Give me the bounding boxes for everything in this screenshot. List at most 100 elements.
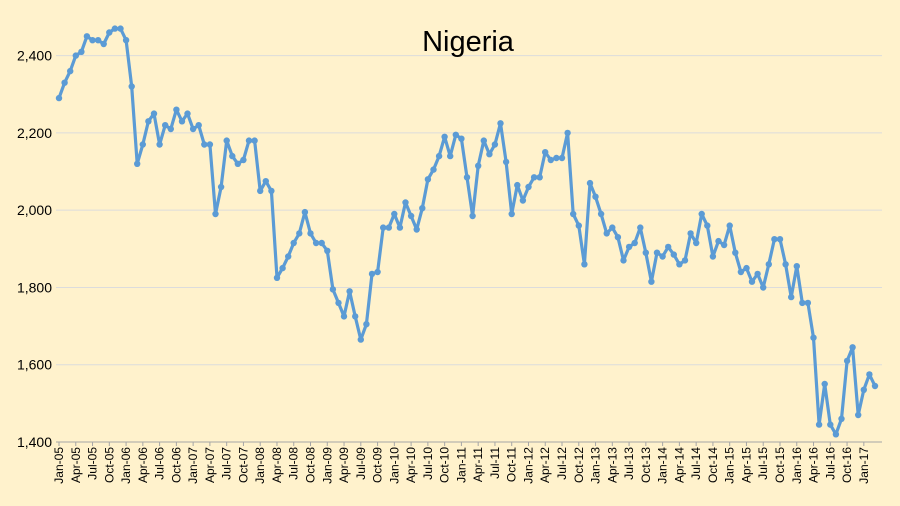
x-tick-label: Jan-12 (521, 447, 535, 484)
data-point (743, 264, 750, 272)
x-tick-label: Apr-10 (404, 447, 418, 483)
data-point (380, 224, 387, 231)
data-point (178, 118, 186, 125)
x-tick-label: Jan-15 (723, 447, 737, 484)
x-tick-label: Jul-05 (86, 447, 100, 480)
data-point (128, 83, 135, 90)
data-point (838, 415, 845, 422)
x-tick-label: Oct-14 (706, 447, 720, 483)
data-point (687, 230, 694, 237)
data-point (240, 156, 247, 164)
data-point (648, 278, 655, 285)
data-point (497, 120, 504, 127)
data-point (843, 357, 851, 365)
data-point (268, 187, 275, 195)
data-point (821, 380, 828, 388)
data-point (111, 25, 119, 32)
data-point (704, 222, 711, 229)
data-point (145, 118, 152, 125)
x-tick-label: Jul-10 (421, 447, 435, 480)
y-tick-label: 1,400 (17, 434, 52, 450)
x-tick-label: Jan-08 (253, 447, 267, 484)
data-point (167, 125, 174, 133)
data-point (810, 334, 817, 341)
data-point (508, 210, 515, 218)
data-point (681, 257, 689, 264)
x-tick-label: Jul-06 (153, 447, 167, 480)
data-point (491, 141, 499, 148)
data-point (815, 421, 823, 428)
series-line (57, 27, 877, 436)
data-point (173, 106, 180, 113)
data-point (150, 110, 158, 117)
data-point (625, 243, 633, 251)
data-point (61, 79, 68, 86)
data-point (391, 210, 398, 218)
x-tick-label: Oct-07 (236, 447, 250, 483)
data-point (502, 158, 510, 166)
x-tick-label: Jul-15 (756, 447, 770, 480)
data-point (754, 270, 761, 278)
data-point (184, 110, 191, 117)
x-tick-label: Jul-11 (488, 447, 502, 479)
data-point (318, 239, 325, 247)
data-point (771, 236, 778, 243)
data-point (748, 278, 756, 285)
chart-title: Nigeria (422, 26, 515, 58)
gridlines (56, 55, 882, 366)
x-tick-label: Apr-09 (337, 447, 351, 483)
data-point (435, 152, 443, 160)
data-point (536, 174, 543, 181)
data-point (89, 37, 96, 44)
data-point (581, 261, 588, 268)
x-tick-label: Oct-12 (572, 447, 586, 483)
y-tick-label: 2,200 (17, 125, 52, 141)
data-point (458, 135, 465, 142)
data-point (547, 156, 554, 164)
data-point (603, 230, 610, 237)
data-point (553, 154, 560, 162)
data-point (480, 137, 487, 144)
data-point (542, 149, 549, 156)
data-point (732, 249, 739, 256)
data-point (335, 299, 342, 307)
data-point (519, 197, 527, 204)
data-point (430, 166, 437, 173)
data-point (799, 299, 806, 307)
data-point (715, 237, 722, 245)
x-tick-label: Jan-06 (119, 447, 133, 484)
x-tick-label: Apr-12 (538, 447, 552, 483)
data-point (285, 253, 292, 260)
x-tick-label: Jan-14 (656, 447, 670, 484)
x-tick-label: Apr-15 (739, 447, 753, 483)
data-point (693, 239, 700, 247)
data-point (597, 210, 605, 218)
data-point (832, 431, 840, 438)
data-point (514, 181, 521, 189)
data-point (570, 210, 577, 218)
data-point (720, 241, 728, 249)
data-point (262, 178, 269, 185)
data-point (139, 141, 146, 148)
data-point (760, 284, 767, 291)
y-tick-label: 1,800 (17, 279, 52, 295)
data-point (860, 386, 867, 393)
data-point (670, 251, 677, 258)
data-point (827, 421, 834, 428)
data-point (804, 299, 812, 307)
data-point (363, 321, 370, 328)
data-point (301, 208, 309, 216)
data-point (709, 253, 717, 260)
data-point (100, 40, 107, 48)
data-point (575, 222, 582, 229)
data-point (290, 239, 297, 247)
x-tick-label: Apr-11 (471, 447, 485, 482)
data-point (229, 152, 236, 160)
x-tick-label: Jan-13 (589, 447, 603, 484)
data-point (659, 253, 666, 260)
data-point (486, 151, 493, 158)
x-tick-label: Jan-09 (320, 447, 334, 484)
data-point (609, 224, 616, 231)
data-point (251, 137, 258, 144)
